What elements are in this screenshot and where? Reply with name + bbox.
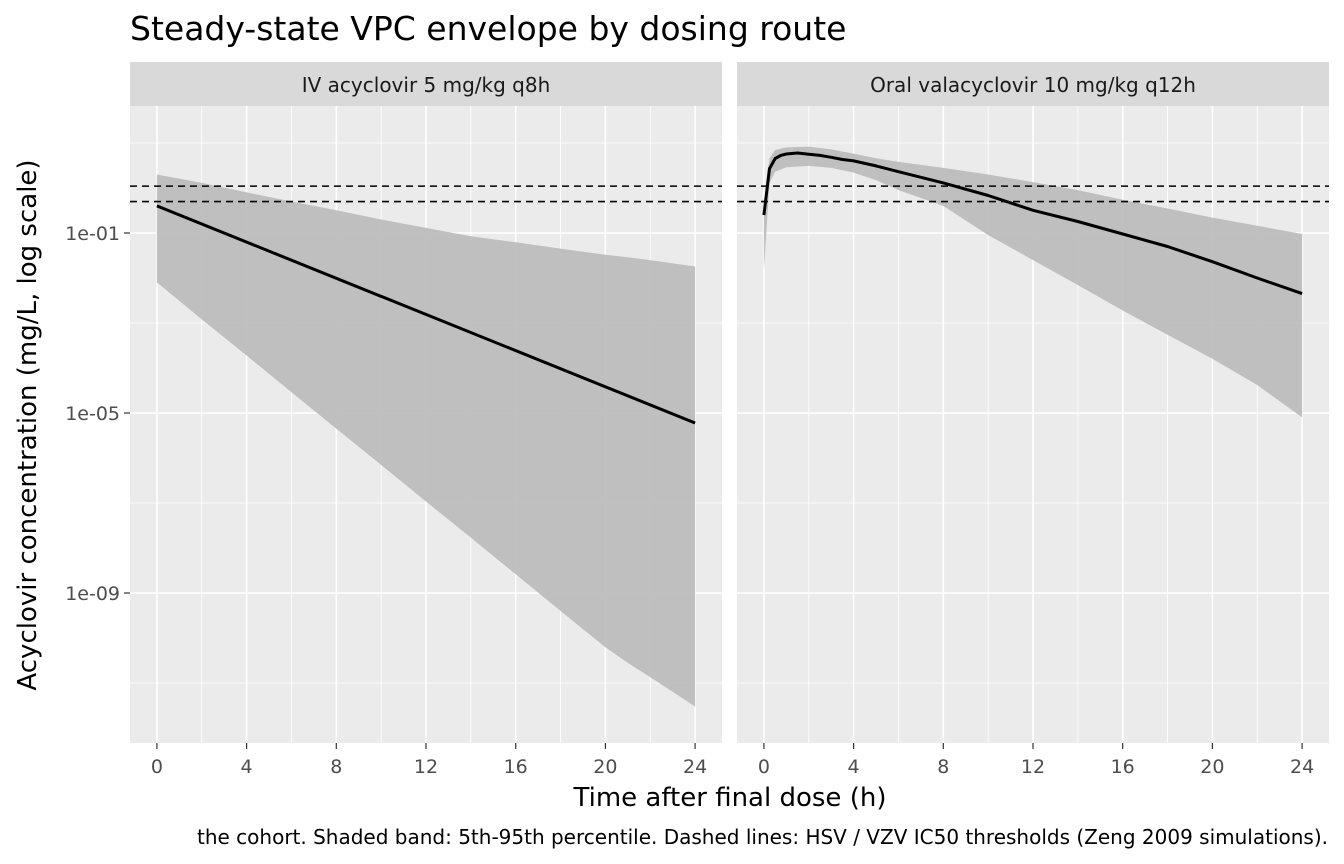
x-tick-label: 24 (683, 756, 707, 778)
panel-strip-label: IV acyclovir 5 mg/kg q8h (302, 73, 551, 97)
x-tick-label: 8 (330, 756, 342, 778)
percentile-band (156, 174, 696, 707)
chart-title: Steady-state VPC envelope by dosing rout… (130, 9, 846, 48)
x-tick-label: 24 (1290, 756, 1314, 778)
x-tick-label: 4 (848, 756, 860, 778)
x-tick-label: 16 (504, 756, 528, 778)
y-tick-label: 1e-05 (65, 403, 120, 425)
panel-1: IV acyclovir 5 mg/kg q8h 0 4 8 12 16 20 24 1e-01… (65, 62, 722, 778)
median-line (762, 151, 1303, 296)
x-tick-label: 20 (1200, 756, 1224, 778)
x-tick-label: 20 (593, 756, 617, 778)
percentile-band (763, 146, 1303, 418)
chart-caption: the cohort. Shaded band: 5th-95th percen… (197, 825, 1328, 849)
panels-layer: IV acyclovir 5 mg/kg q8h 0 4 8 12 16 20 24 1e-01… (65, 62, 1329, 778)
panel-strip-background (737, 62, 1329, 106)
x-tick-label: 4 (241, 756, 253, 778)
y-axis-title: Acyclovir concentration (mg/L, log scale… (13, 159, 43, 690)
x-axis-title: Time after final dose (h) (573, 783, 887, 813)
y-tick-label: 1e-01 (65, 223, 120, 245)
x-tick-label: 0 (758, 756, 770, 778)
x-tick-label: 12 (1021, 756, 1045, 778)
median-line (156, 204, 696, 425)
x-tick-label: 16 (1111, 756, 1135, 778)
panel-strip-background (130, 62, 722, 106)
x-tick-label: 0 (151, 756, 163, 778)
y-tick-label: 1e-09 (65, 583, 120, 605)
x-tick-label: 8 (937, 756, 949, 778)
panel-strip-label: Oral valacyclovir 10 mg/kg q12h (870, 73, 1196, 97)
x-tick-label: 12 (414, 756, 438, 778)
panel-2: Oral valacyclovir 10 mg/kg q12h 0 4 8 12 16 20… (737, 62, 1329, 778)
